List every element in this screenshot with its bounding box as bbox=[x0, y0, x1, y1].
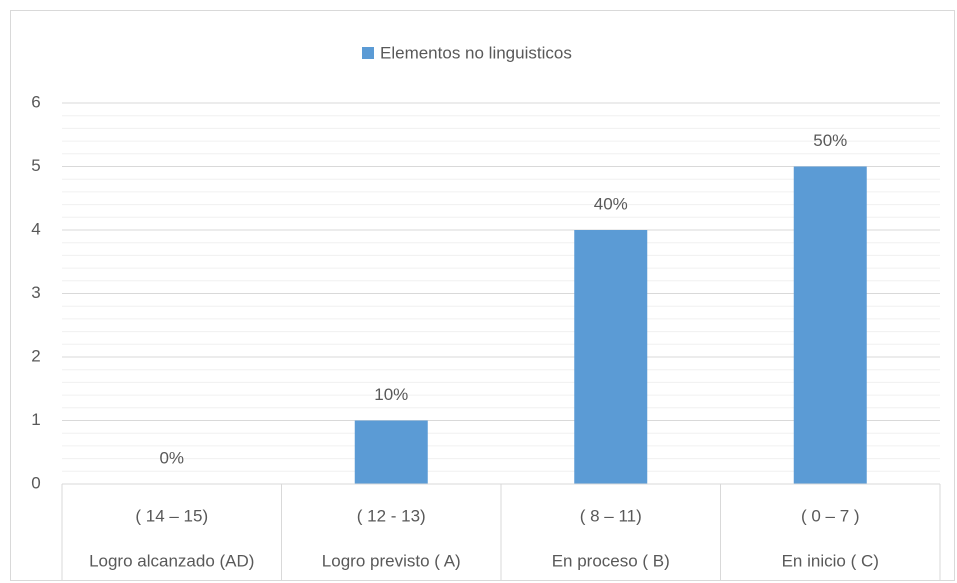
legend-swatch bbox=[362, 47, 374, 59]
bar bbox=[574, 230, 648, 484]
x-tick-label: ( 12 - 13) bbox=[357, 506, 426, 525]
bar bbox=[793, 166, 867, 484]
x-group-label: Logro previsto ( A) bbox=[322, 551, 461, 570]
y-tick-label: 4 bbox=[31, 219, 40, 238]
value-label: 50% bbox=[813, 131, 847, 150]
x-group-label: Logro alcanzado (AD) bbox=[89, 551, 254, 570]
x-group-label: En inicio ( C) bbox=[782, 551, 879, 570]
value-label: 40% bbox=[594, 194, 628, 213]
x-tick-label: ( 8 – 11) bbox=[580, 506, 642, 525]
x-tick-label: ( 14 – 15) bbox=[135, 506, 208, 525]
bar bbox=[354, 420, 428, 484]
y-tick-label: 1 bbox=[31, 410, 40, 429]
x-tick-label: ( 0 – 7 ) bbox=[801, 506, 860, 525]
legend-label: Elementos no linguisticos bbox=[380, 43, 572, 62]
y-tick-label: 5 bbox=[31, 156, 40, 175]
y-tick-label: 0 bbox=[31, 473, 40, 492]
y-tick-label: 6 bbox=[31, 92, 40, 111]
y-tick-label: 2 bbox=[31, 346, 40, 365]
y-tick-label: 3 bbox=[31, 283, 40, 302]
value-label: 0% bbox=[159, 448, 184, 467]
x-group-label: En proceso ( B) bbox=[552, 551, 670, 570]
value-label: 10% bbox=[374, 385, 408, 404]
